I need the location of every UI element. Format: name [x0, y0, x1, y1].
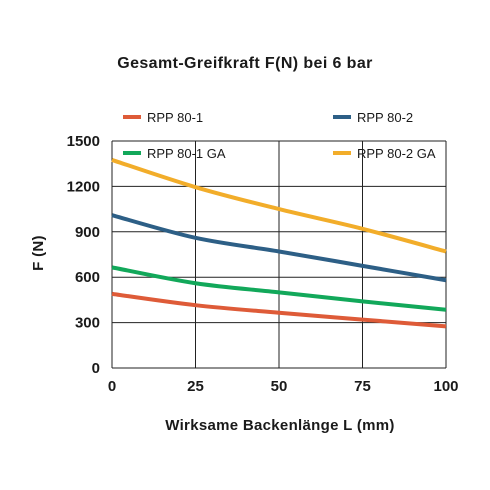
y-tick-label: 1200	[67, 178, 100, 195]
x-axis-title: Wirksame Backenlänge L (mm)	[165, 417, 394, 434]
y-tick-label: 0	[92, 360, 100, 377]
series-line	[111, 291, 447, 329]
legend-label: RPP 80-1	[147, 110, 203, 125]
x-tick-label: 0	[108, 378, 116, 395]
y-axis-title: F (N)	[30, 235, 47, 271]
legend-label: RPP 80-1 GA	[147, 146, 226, 161]
series-line	[111, 158, 447, 254]
legend: RPP 80-1 RPP 80-2 RPP 80-1 GA RPP 80-2 GA	[123, 110, 436, 161]
series-line	[111, 265, 447, 312]
x-tick-label: 50	[271, 378, 288, 395]
y-tick-label: 300	[75, 315, 100, 332]
x-tick-label: 75	[354, 378, 371, 395]
y-tick-label: 600	[75, 269, 100, 286]
series-line	[111, 213, 447, 283]
plot-area: 0 25 50 75 100 0 300 600 900 1200 1500	[67, 133, 459, 395]
legend-label: RPP 80-2 GA	[357, 146, 436, 161]
legend-label: RPP 80-2	[357, 110, 413, 125]
chart-title: Gesamt-Greifkraft F(N) bei 6 bar	[117, 55, 373, 72]
x-tick-label: 100	[433, 378, 458, 395]
y-tick-label: 900	[75, 224, 100, 241]
y-tick-label: 1500	[67, 133, 100, 150]
x-tick-label: 25	[187, 378, 204, 395]
